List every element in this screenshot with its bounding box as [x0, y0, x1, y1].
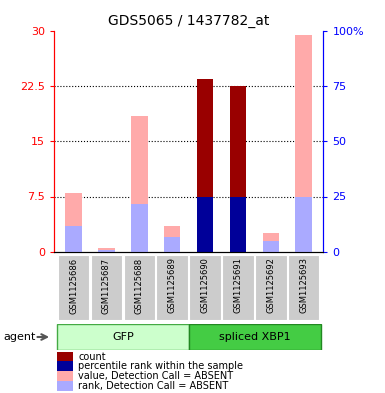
Bar — [57, 324, 189, 350]
Bar — [197, 196, 213, 252]
Bar — [124, 255, 155, 320]
Bar — [230, 196, 246, 252]
Bar — [131, 116, 147, 252]
Bar — [57, 371, 73, 381]
Text: GSM1125693: GSM1125693 — [299, 257, 308, 313]
Bar — [57, 361, 73, 371]
Bar — [189, 255, 221, 320]
Bar — [197, 79, 213, 252]
Bar — [57, 351, 73, 362]
Bar — [295, 35, 312, 252]
Title: GDS5065 / 1437782_at: GDS5065 / 1437782_at — [108, 14, 270, 28]
Text: GSM1125690: GSM1125690 — [201, 257, 209, 313]
Bar — [222, 255, 254, 320]
Text: GSM1125692: GSM1125692 — [266, 257, 275, 313]
Bar — [263, 233, 279, 252]
Bar — [288, 255, 320, 320]
Text: rank, Detection Call = ABSENT: rank, Detection Call = ABSENT — [78, 381, 228, 391]
Text: count: count — [78, 352, 106, 362]
Text: GSM1125687: GSM1125687 — [102, 257, 111, 314]
Bar — [255, 255, 286, 320]
Bar — [295, 196, 312, 252]
Text: GSM1125691: GSM1125691 — [233, 257, 243, 313]
Bar — [58, 255, 89, 320]
Bar — [98, 248, 115, 252]
Text: GFP: GFP — [112, 332, 134, 342]
Bar — [65, 226, 82, 252]
Text: agent: agent — [4, 332, 36, 342]
Bar — [98, 250, 115, 252]
Text: GSM1125689: GSM1125689 — [168, 257, 177, 313]
Bar — [57, 380, 73, 391]
Text: spliced XBP1: spliced XBP1 — [219, 332, 290, 342]
Bar — [164, 237, 181, 252]
Bar — [164, 226, 181, 252]
Text: GSM1125686: GSM1125686 — [69, 257, 78, 314]
Text: percentile rank within the sample: percentile rank within the sample — [78, 362, 243, 371]
Bar — [156, 255, 188, 320]
Bar — [263, 241, 279, 252]
Bar — [131, 204, 147, 252]
Bar — [189, 324, 321, 350]
Bar — [230, 86, 246, 252]
Text: value, Detection Call = ABSENT: value, Detection Call = ABSENT — [78, 371, 233, 381]
Text: GSM1125688: GSM1125688 — [135, 257, 144, 314]
Bar — [91, 255, 122, 320]
Bar — [65, 193, 82, 252]
